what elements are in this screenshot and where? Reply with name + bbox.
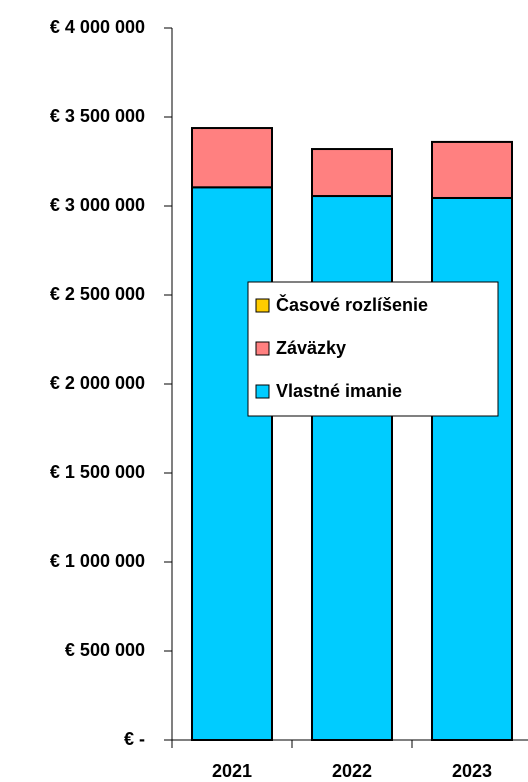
x-tick-label: 2023 (452, 761, 492, 781)
x-tick-label: 2022 (332, 761, 372, 781)
y-tick-label: € 4 000 000 (50, 17, 145, 37)
y-tick-label: € 500 000 (65, 640, 145, 660)
y-tick-label: € 2 000 000 (50, 373, 145, 393)
y-tick-label: € 1 500 000 (50, 462, 145, 482)
legend-swatch (255, 298, 270, 313)
y-tick-label: € 3 000 000 (50, 195, 145, 215)
x-tick-label: 2021 (212, 761, 252, 781)
bar-segment (191, 186, 273, 741)
legend-label: Vlastné imanie (276, 381, 402, 401)
y-tick-label: € 3 500 000 (50, 106, 145, 126)
bar-segment (191, 127, 273, 189)
y-tick-label: € 1 000 000 (50, 551, 145, 571)
legend-swatch (255, 341, 270, 356)
legend-label: Časové rozlíšenie (276, 294, 428, 315)
bar-segment (311, 148, 393, 198)
bar-segment (311, 195, 393, 742)
legend: Vlastné imanie Záväzky Časové rozlíšenie (247, 281, 499, 417)
legend-swatch (255, 384, 270, 399)
y-tick-label: € - (124, 729, 145, 749)
bar-segment (431, 140, 513, 199)
bar-segment (431, 196, 513, 742)
y-tick-label: € 2 500 000 (50, 284, 145, 304)
legend-box (247, 281, 499, 417)
legend-label: Záväzky (276, 338, 346, 358)
